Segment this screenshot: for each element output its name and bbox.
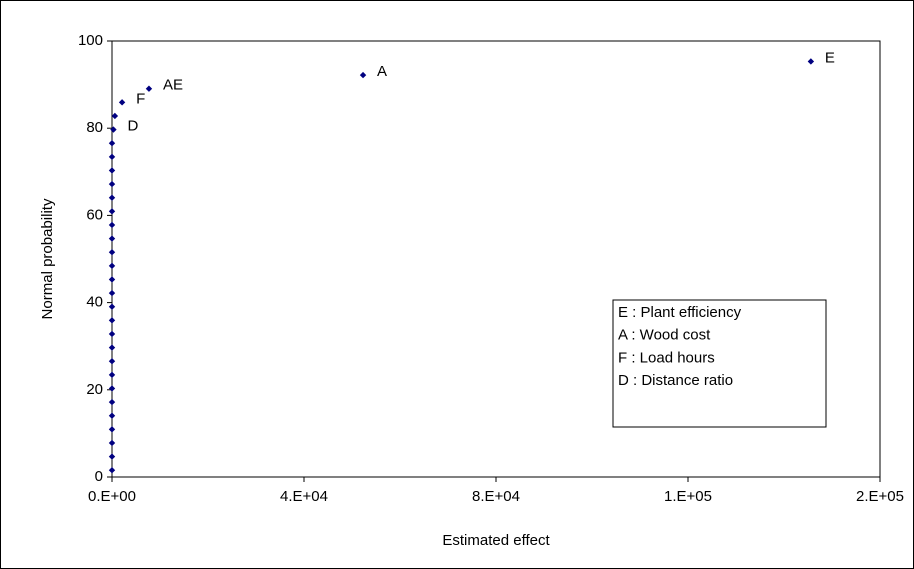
point xyxy=(111,112,119,120)
y-tick-label: 20 xyxy=(86,381,103,398)
x-tick-label: 1.E+05 xyxy=(664,488,712,505)
x-tick-label: 4.E+04 xyxy=(280,488,328,505)
point-label: AE xyxy=(163,77,183,94)
point xyxy=(108,371,116,379)
point xyxy=(108,317,116,324)
y-tick-label: 60 xyxy=(86,206,103,223)
legend-note: A : Wood cost xyxy=(618,327,711,344)
point xyxy=(108,289,116,297)
x-tick-label: 0.E+00 xyxy=(88,488,136,505)
point xyxy=(108,153,116,161)
point xyxy=(108,276,116,283)
legend-note: E : Plant efficiency xyxy=(618,304,742,321)
point xyxy=(108,221,116,229)
point xyxy=(108,357,116,365)
point xyxy=(108,412,116,419)
legend-note: D : Distance ratio xyxy=(618,372,733,389)
point xyxy=(108,248,116,256)
point xyxy=(108,194,116,201)
point xyxy=(108,208,116,215)
y-axis-label: Normal probability xyxy=(39,198,56,319)
y-tick-label: 0 xyxy=(95,468,103,485)
point-label: A xyxy=(377,63,387,80)
y-tick-label: 40 xyxy=(86,294,103,311)
legend-note: F : Load hours xyxy=(618,349,715,366)
point xyxy=(108,439,116,447)
point xyxy=(108,303,116,310)
legend-box xyxy=(612,299,827,428)
point xyxy=(145,85,153,92)
x-tick-label: 8.E+04 xyxy=(472,488,520,505)
point xyxy=(108,385,116,392)
point xyxy=(108,426,116,433)
x-tick-label: 2.E+05 xyxy=(856,488,904,505)
point-label: E xyxy=(825,49,835,66)
x-axis-label: Estimated effect xyxy=(442,532,550,549)
point-label: F xyxy=(136,90,145,107)
point xyxy=(108,139,116,147)
point xyxy=(108,262,116,270)
point xyxy=(108,344,116,351)
point xyxy=(359,71,367,79)
point xyxy=(108,453,116,460)
point-label: D xyxy=(127,118,138,135)
point xyxy=(108,167,116,174)
point xyxy=(108,330,116,338)
point xyxy=(108,235,116,242)
point xyxy=(108,398,116,406)
point xyxy=(108,180,116,188)
y-tick-label: 80 xyxy=(86,119,103,136)
point xyxy=(110,126,117,133)
point xyxy=(108,466,116,474)
point xyxy=(118,99,126,106)
point xyxy=(807,58,815,65)
y-tick-label: 100 xyxy=(78,32,103,49)
